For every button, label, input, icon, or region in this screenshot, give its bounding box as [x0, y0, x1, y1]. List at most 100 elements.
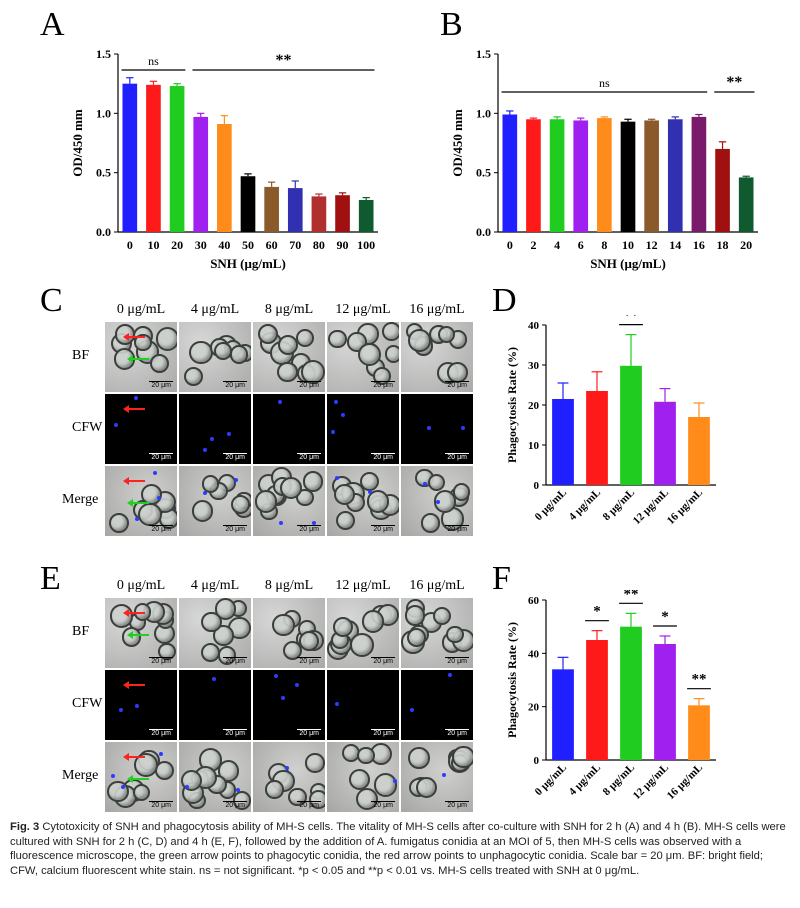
- macrophage-cell: [433, 490, 457, 514]
- panel-label-b: B: [440, 6, 463, 43]
- macrophage-cell: [183, 366, 203, 387]
- y-axis-label: Phagocytosis Rate (%): [505, 347, 519, 463]
- conidia-dot: [135, 517, 140, 522]
- scale-bar: 20 μm: [149, 453, 173, 461]
- x-tick-label: 6: [578, 238, 584, 252]
- macrophage-cell: [355, 787, 379, 810]
- conidia-dot: [157, 496, 162, 501]
- y-tick-label: 40: [528, 320, 540, 332]
- micrograph-image: 20 μm: [179, 742, 251, 812]
- micrograph-image: 20 μm: [327, 466, 399, 536]
- green-arrow-icon: [127, 631, 149, 639]
- conidia-dot: [234, 477, 239, 482]
- macrophage-cell: [309, 790, 325, 810]
- bar: [667, 119, 683, 232]
- x-tick-label: 4: [554, 238, 560, 252]
- macrophage-cell: [149, 354, 169, 374]
- x-tick-label: 0 μg/mL: [533, 762, 569, 798]
- x-tick-label: 2: [530, 238, 536, 252]
- conidia-dot: [120, 785, 125, 790]
- micrograph-image: 20 μm: [179, 670, 251, 740]
- x-tick-label: 0: [127, 238, 133, 252]
- green-arrow-icon: [127, 775, 149, 783]
- panel-label-d: D: [492, 282, 517, 319]
- figure-caption: Fig. 3 Cytotoxicity of SNH and phagocyto…: [10, 820, 790, 878]
- macrophage-cell: [201, 611, 222, 633]
- panel-label-f: F: [492, 560, 511, 597]
- x-tick-label: 90: [337, 238, 349, 252]
- conidia-dot: [236, 787, 241, 792]
- x-tick-label: 12: [646, 238, 658, 252]
- micrograph-image: 20 μm: [105, 322, 177, 392]
- macrophage-cell: [258, 324, 279, 345]
- micrograph-image: 20 μm: [179, 598, 251, 668]
- scale-bar: 20 μm: [445, 453, 469, 461]
- macrophage-cell: [302, 470, 324, 492]
- y-tick-label: 60: [528, 595, 540, 607]
- conidia-dot: [436, 499, 441, 504]
- bar: [146, 84, 161, 232]
- scale-bar: 20 μm: [297, 381, 321, 389]
- conidia-dot: [203, 491, 208, 496]
- bar: [715, 148, 730, 232]
- chart-b: 0.0 0.5 1.0 1.5 OD/450 mm 0 2 4 6 8 10 12 14 16 18 20 SN…: [450, 47, 758, 271]
- macrophage-cell: [408, 329, 431, 352]
- micrograph-image: 20 μm: [179, 466, 251, 536]
- macrophage-cell: [107, 780, 129, 803]
- panel-label-c: C: [40, 282, 63, 319]
- micrograph-column-header: 8 μg/mL: [264, 578, 314, 593]
- macrophage-cell: [134, 333, 152, 352]
- x-tick-label: 100: [357, 238, 375, 252]
- conidia-dot: [134, 703, 139, 708]
- conidia-dot: [278, 400, 282, 405]
- bar: [620, 121, 636, 232]
- x-tick-label: 0: [507, 238, 513, 252]
- x-tick-label: 50: [242, 238, 254, 252]
- x-axis-label: SNH (μg/mL): [590, 256, 666, 271]
- micrograph-image: 20 μm: [179, 322, 251, 392]
- scale-bar: 20 μm: [223, 453, 247, 461]
- micrograph-image: 20 μm: [327, 598, 399, 668]
- macrophage-cell: [381, 322, 399, 342]
- conidia-dot: [334, 475, 339, 480]
- y-tick-label: 20: [528, 400, 540, 412]
- conidia-dot: [113, 422, 118, 427]
- macrophage-cell: [333, 484, 355, 506]
- y-tick-label: 40: [528, 648, 540, 660]
- bar: [502, 114, 518, 232]
- x-tick-label: 10: [622, 238, 634, 252]
- x-tick-label: 18: [717, 238, 729, 252]
- x-tick-label: 30: [195, 238, 207, 252]
- micrograph-row-label: BF: [72, 624, 90, 639]
- micrograph-row-label: CFW: [72, 696, 103, 711]
- x-tick-label: 12 μg/mL: [631, 487, 671, 527]
- scale-bar: 20 μm: [223, 729, 247, 737]
- bar: [240, 176, 256, 232]
- conidia-dot: [280, 696, 285, 701]
- micrograph-row-label: Merge: [62, 492, 99, 507]
- red-arrow-icon: [123, 681, 145, 689]
- micrograph-column-header: 4 μg/mL: [190, 578, 240, 593]
- x-tick-label: 60: [266, 238, 278, 252]
- micrograph-image: 20 μm: [105, 670, 177, 740]
- bar: [217, 124, 232, 232]
- micrograph-column-header: 0 μg/mL: [116, 578, 166, 593]
- macrophage-cell: [407, 628, 427, 648]
- macrophage-cell: [296, 489, 314, 507]
- conidia-dot: [335, 701, 340, 706]
- macrophage-cell: [282, 640, 302, 661]
- chart-d: 0 10 20 30 40 Phagocytosis Rate (%) 0 μg/mL4 μ…: [505, 315, 716, 527]
- bar: [193, 116, 209, 232]
- macrophage-cell: [134, 753, 158, 777]
- scale-bar: 20 μm: [371, 525, 395, 533]
- bar: [526, 119, 541, 232]
- x-tick-label: 8: [601, 238, 607, 252]
- macrophage-cell: [446, 361, 468, 383]
- macrophage-cell: [349, 768, 371, 790]
- macrophage-cell: [133, 783, 151, 802]
- conidia-dot: [133, 396, 138, 401]
- conidia-dot: [202, 448, 207, 453]
- chart-a: 0.0 0.5 1.0 1.5 OD/450 mm 0 10 20 30 40 50 60 70 80 90…: [70, 47, 378, 271]
- scale-bar: 20 μm: [149, 657, 173, 665]
- bar: [691, 116, 707, 232]
